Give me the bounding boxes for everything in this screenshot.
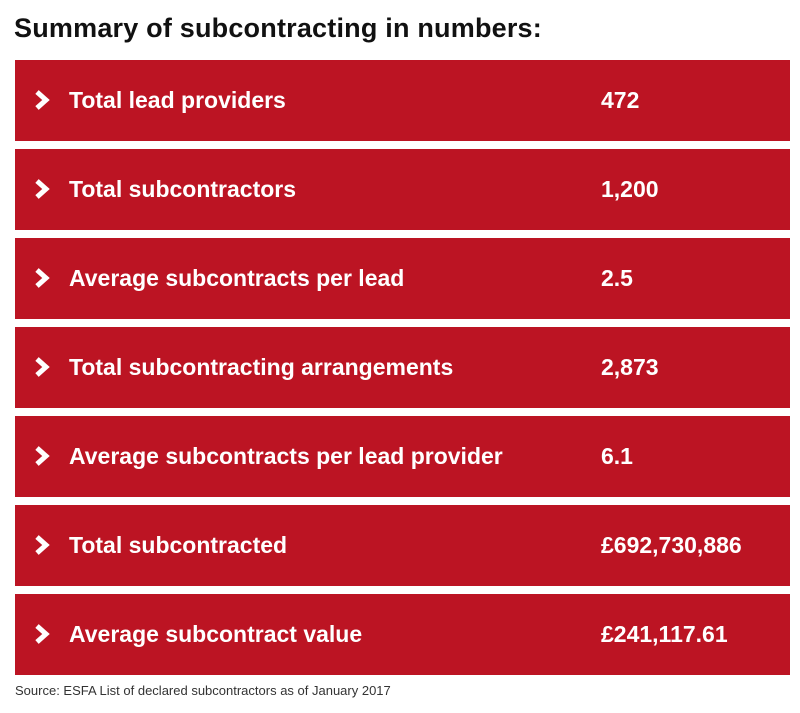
- row-label: Total subcontractors: [69, 176, 297, 202]
- summary-row: Total subcontracting arrangements 2,873: [15, 327, 790, 408]
- row-label: Average subcontracts per lead provider: [69, 443, 503, 469]
- row-value: 2.5: [601, 265, 633, 291]
- summary-row: Average subcontracts per lead 2.5: [15, 238, 790, 319]
- row-value: £692,730,886: [601, 532, 742, 558]
- summary-list: Total lead providers 472 Total subcontra…: [15, 60, 790, 683]
- chevron-right-icon: [35, 624, 50, 644]
- row-value: 472: [601, 87, 640, 113]
- row-label: Total subcontracted: [69, 532, 288, 558]
- chevron-right-icon: [35, 179, 50, 199]
- summary-row: Average subcontract value £241,117.61: [15, 594, 790, 675]
- summary-row: Total lead providers 472: [15, 60, 790, 141]
- summary-row: Total subcontractors 1,200: [15, 149, 790, 230]
- row-value: £241,117.61: [601, 621, 728, 647]
- row-label: Average subcontracts per lead: [69, 265, 405, 291]
- chevron-right-icon: [35, 90, 50, 110]
- chevron-right-icon: [35, 446, 50, 466]
- page-title: Summary of subcontracting in numbers:: [14, 13, 542, 43]
- row-label: Total lead providers: [69, 87, 286, 113]
- source-note: Source: ESFA List of declared subcontrac…: [15, 683, 391, 698]
- row-value: 6.1: [601, 443, 633, 469]
- row-value: 1,200: [601, 176, 659, 202]
- summary-row: Total subcontracted £692,730,886: [15, 505, 790, 586]
- row-label: Average subcontract value: [69, 621, 363, 647]
- row-label: Total subcontracting arrangements: [69, 354, 454, 380]
- chevron-right-icon: [35, 268, 50, 288]
- summary-row: Average subcontracts per lead provider 6…: [15, 416, 790, 497]
- chevron-right-icon: [35, 357, 50, 377]
- row-value: 2,873: [601, 354, 659, 380]
- chevron-right-icon: [35, 535, 50, 555]
